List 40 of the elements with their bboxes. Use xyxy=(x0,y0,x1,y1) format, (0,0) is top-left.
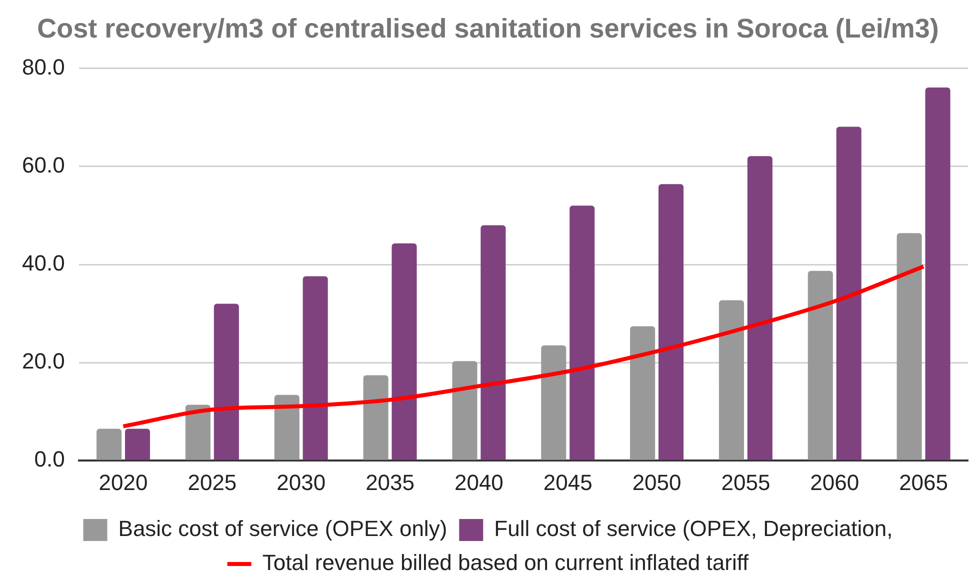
bar xyxy=(630,326,656,460)
bar xyxy=(541,345,566,460)
bar xyxy=(896,233,922,460)
x-tick-label: 2045 xyxy=(543,470,592,495)
chart-title: Cost recovery/m3 of centralised sanitation services in Soroca (Lei/m3) xyxy=(37,14,939,44)
x-tick-label: 2040 xyxy=(454,470,504,495)
bar xyxy=(658,184,684,460)
bar xyxy=(570,206,595,460)
x-tick-label: 2025 xyxy=(188,470,237,495)
bar xyxy=(124,428,150,460)
y-tick-label: 40.0 xyxy=(22,250,65,276)
legend-label: Total revenue billed based on current inflated tariff xyxy=(262,550,750,576)
y-tick-label: 80.0 xyxy=(22,54,65,80)
bar xyxy=(925,88,950,460)
bar xyxy=(363,375,388,460)
x-tick-label: 2065 xyxy=(899,470,948,495)
bar xyxy=(836,126,862,460)
legend-label: Basic cost of service (OPEX only) xyxy=(118,516,448,542)
x-tick-label: 2060 xyxy=(810,470,860,495)
x-tick-label: 2020 xyxy=(98,470,148,495)
x-tick-label: 2035 xyxy=(366,470,415,495)
bar xyxy=(808,270,833,460)
bar xyxy=(747,156,772,460)
x-tick-label: 2055 xyxy=(721,470,770,495)
legend-label: Full cost of service (OPEX, Depreciation, xyxy=(494,516,893,542)
bar xyxy=(96,428,122,460)
bar xyxy=(185,404,210,460)
x-tick-label: 2030 xyxy=(276,470,326,495)
line-series xyxy=(121,264,926,428)
bar xyxy=(302,276,328,460)
bar xyxy=(214,304,239,460)
bar xyxy=(718,300,744,460)
x-tick-label: 2050 xyxy=(632,470,682,495)
bar xyxy=(392,243,417,460)
y-tick-label: 60.0 xyxy=(22,152,65,178)
bar xyxy=(452,361,478,460)
y-tick-label: 0.0 xyxy=(34,446,65,472)
y-tick-label: 20.0 xyxy=(22,348,65,374)
bar xyxy=(274,394,300,460)
bar xyxy=(480,225,506,460)
